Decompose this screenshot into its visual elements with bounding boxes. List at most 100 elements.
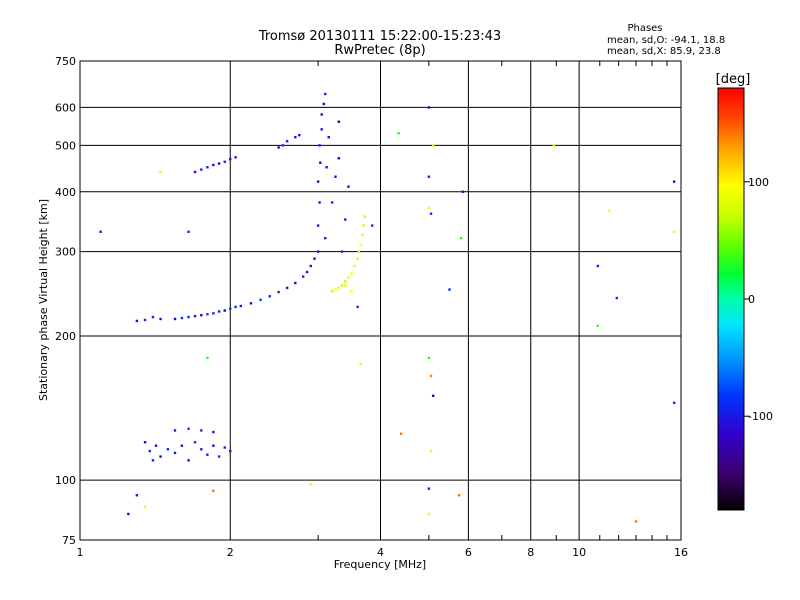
data-point [457, 494, 461, 497]
data-point [316, 224, 320, 227]
data-point [143, 318, 147, 322]
data-point [672, 401, 676, 405]
data-point [634, 520, 638, 523]
data-point [318, 144, 321, 147]
data-point [429, 449, 433, 453]
data-point [223, 446, 226, 449]
chart-subtitle: RwPretec (8p) [334, 43, 425, 58]
data-point [448, 288, 451, 291]
data-point [318, 201, 321, 204]
data-point [330, 201, 334, 204]
data-point [281, 144, 285, 147]
data-point [337, 286, 341, 290]
data-point [206, 453, 209, 456]
y-tick-label: 75 [62, 534, 76, 547]
x-tick-label: 10 [572, 546, 586, 559]
data-point [173, 317, 177, 321]
y-tick-label: 100 [55, 474, 76, 487]
data-point [277, 146, 280, 149]
data-point [431, 144, 435, 147]
data-point [285, 286, 289, 290]
data-point [363, 215, 366, 218]
data-point [193, 441, 197, 444]
x-axis-ticks: 1 2 4 6 8 10 16 [77, 61, 688, 559]
data-point [154, 444, 158, 447]
y-tick-label: 200 [55, 330, 76, 343]
data-point [229, 157, 232, 161]
colorbar-tick-label: -100 [748, 410, 773, 423]
data-point [187, 230, 190, 233]
data-points [99, 92, 676, 523]
data-point [173, 429, 177, 432]
data-point [316, 250, 320, 253]
data-point [344, 284, 347, 287]
colorbar [717, 87, 745, 511]
data-point [212, 489, 215, 493]
data-point [347, 276, 350, 279]
data-point [206, 356, 209, 360]
data-point [187, 459, 190, 462]
data-point [135, 319, 139, 323]
data-point [298, 133, 301, 137]
data-point [353, 264, 356, 268]
data-point [356, 257, 359, 260]
stats-line-x: mean, sd,X: 85.9, 23.8 [607, 46, 721, 57]
data-point [180, 444, 184, 447]
data-point [340, 284, 344, 287]
data-point [229, 307, 232, 310]
data-point [552, 144, 556, 147]
data-point [135, 494, 139, 497]
data-point [334, 288, 337, 291]
x-axis-label: Frequency [MHz] [334, 558, 426, 571]
data-point [320, 128, 323, 131]
data-point [325, 166, 328, 169]
data-point [596, 324, 599, 328]
data-point [427, 512, 431, 516]
data-point [337, 157, 341, 160]
data-point [223, 309, 226, 312]
stats-line-o: mean, sd,O: -94.1, 18.8 [607, 35, 725, 46]
data-point [166, 448, 170, 451]
data-point [350, 290, 353, 293]
data-point [337, 120, 341, 123]
data-point [344, 218, 347, 221]
data-point [359, 243, 362, 246]
data-point [180, 316, 184, 320]
y-tick-label: 300 [55, 246, 76, 259]
data-point [356, 305, 359, 309]
data-point [143, 441, 147, 444]
data-point [320, 113, 323, 116]
data-point [187, 315, 190, 319]
data-point [294, 135, 297, 139]
data-point [127, 512, 130, 516]
data-point [359, 362, 362, 365]
data-point [159, 170, 162, 174]
data-point [334, 175, 337, 178]
data-point [357, 250, 361, 253]
x-tick-label: 1 [77, 546, 84, 559]
data-point [159, 455, 162, 458]
data-point [151, 459, 155, 462]
y-tick-label: 400 [55, 186, 76, 199]
data-point [330, 290, 334, 293]
data-point [200, 313, 203, 317]
data-point [259, 298, 262, 301]
data-point [234, 156, 237, 159]
data-point [148, 449, 152, 453]
data-point [327, 135, 330, 139]
data-point [159, 317, 162, 321]
data-point [268, 295, 271, 298]
data-point [173, 451, 177, 455]
data-point [313, 257, 316, 260]
data-point [427, 356, 431, 360]
data-point [301, 275, 305, 278]
data-point [399, 432, 403, 435]
data-point [206, 313, 209, 316]
colorbar-tick-label: 0 [748, 293, 755, 306]
y-tick-label: 750 [55, 55, 76, 68]
data-point [212, 430, 215, 434]
data-point [229, 449, 232, 453]
data-point [344, 280, 347, 283]
x-tick-label: 6 [465, 546, 472, 559]
